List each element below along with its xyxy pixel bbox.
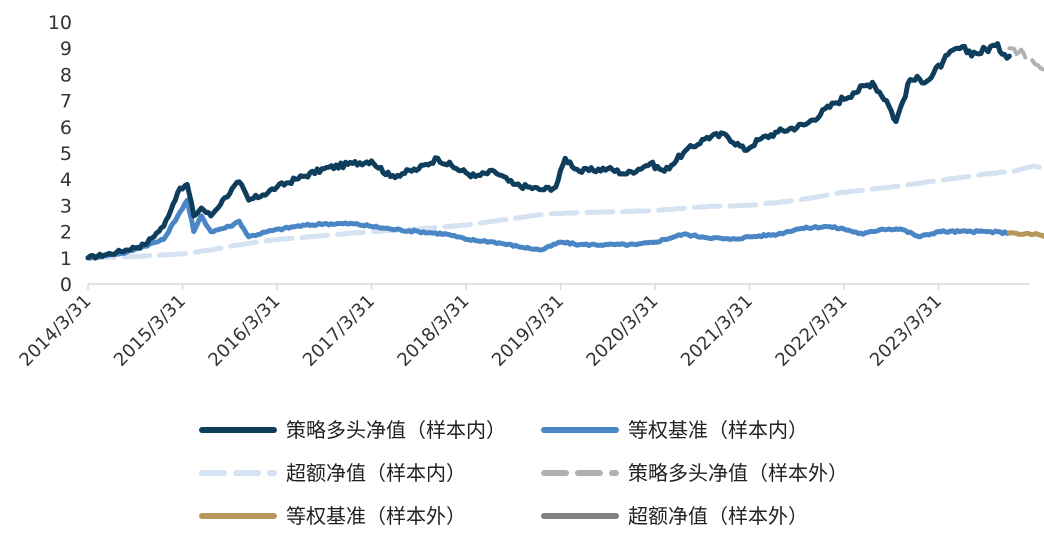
legend-label: 等权基准（样本内） — [628, 418, 808, 442]
legend-label: 策略多头净值（样本内） — [286, 418, 506, 442]
x-tick-label: 2018/3/31 — [393, 291, 473, 371]
y-tick-label: 5 — [60, 143, 72, 165]
legend: 策略多头净值（样本内） 等权基准（样本内） 超额净值（样本内） 策略多头净值（样本外）… — [199, 418, 848, 528]
series-line — [85, 41, 1012, 261]
series-line — [85, 163, 1044, 261]
y-tick-label: 7 — [60, 91, 72, 113]
y-tick-label: 3 — [60, 195, 72, 217]
y-tick-label: 8 — [60, 64, 72, 86]
legend-label: 超额净值（样本内） — [286, 461, 466, 485]
y-tick-label: 4 — [60, 169, 72, 191]
x-tick-label: 2015/3/31 — [110, 291, 190, 371]
x-tick-label: 2020/3/31 — [582, 291, 662, 371]
y-tick-label: 0 — [60, 274, 72, 296]
x-tick-label: 2023/3/31 — [866, 291, 946, 371]
x-tick-label: 2019/3/31 — [488, 291, 568, 371]
y-tick-label: 10 — [48, 12, 72, 34]
y-tick-label: 6 — [60, 117, 72, 139]
x-tick-label: 2016/3/31 — [204, 291, 284, 371]
y-tick-label: 9 — [60, 38, 72, 60]
y-tick-label: 1 — [60, 248, 72, 270]
x-tick-label: 2021/3/31 — [677, 291, 757, 371]
series-line — [85, 197, 1012, 261]
y-axis: 0 1 2 3 4 5 6 7 8 9 10 — [48, 12, 72, 296]
series-line — [1006, 230, 1044, 240]
x-axis: 2014/3/31 2015/3/31 2016/3/31 2017/3/31 2018… — [15, 283, 1030, 371]
x-tick-label: 2022/3/31 — [771, 291, 851, 371]
series-layer — [85, 41, 1044, 261]
series-line — [1007, 46, 1044, 72]
x-tick-label: 2017/3/31 — [299, 291, 379, 371]
legend-label: 超额净值（样本外） — [628, 504, 808, 528]
x-tick-label: 2014/3/31 — [15, 291, 95, 371]
legend-label: 策略多头净值（样本外） — [628, 461, 848, 485]
y-tick-label: 2 — [60, 222, 72, 244]
legend-label: 等权基准（样本外） — [286, 504, 466, 528]
